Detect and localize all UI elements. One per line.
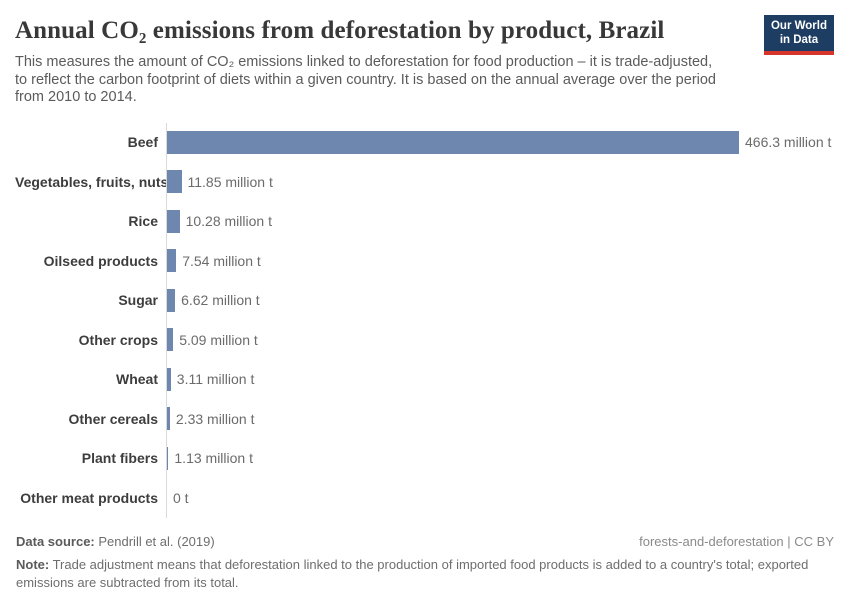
value-label: 2.33 million t: [175, 410, 255, 427]
bar-area: 466.3 million t: [166, 122, 835, 162]
chart-row: Other crops 5.09 million t: [15, 320, 835, 360]
value-label: 6.62 million t: [181, 292, 260, 309]
value-label: 466.3 million t: [745, 134, 832, 151]
data-source[interactable]: Data source: Pendrill et al. (2019): [16, 533, 215, 550]
value-label: 5.09 million t: [179, 331, 258, 348]
category-label: Plant fibers: [81, 450, 158, 467]
chart-row: Other cereals 2.33 million t: [15, 399, 835, 439]
bar-area: 2.33 million t: [166, 399, 835, 439]
source-row: Data source: Pendrill et al. (2019) fore…: [16, 533, 834, 550]
chart-title: Annual CO₂ emissions from deforestation …: [15, 17, 665, 44]
bar[interactable]: [167, 130, 739, 154]
owid-logo-line1: Our World: [770, 20, 827, 32]
chart-row: Sugar 6.62 million t: [15, 280, 835, 320]
chart-footer: Data source: Pendrill et al. (2019) fore…: [0, 533, 850, 592]
category-label: Other crops: [78, 331, 158, 348]
value-label: 10.28 million t: [185, 213, 272, 230]
note-row: Note: Trade adjustment means that defore…: [16, 556, 828, 592]
chart-row: Other meat products 0 t: [15, 478, 835, 518]
chart-row: Vegetables, fruits, nuts 11.85 million t: [15, 162, 835, 202]
data-source-text: Pendrill et al. (2019): [94, 533, 215, 549]
value-label: 11.85 million t: [187, 173, 273, 190]
category-label: Wheat: [116, 371, 158, 388]
chart-row: Wheat 3.11 million t: [15, 359, 835, 399]
category-label: Other meat products: [20, 489, 158, 506]
bar[interactable]: [167, 407, 170, 431]
bar[interactable]: [167, 446, 169, 470]
category-label: Oilseed products: [43, 252, 158, 269]
bar-area: 7.54 million t: [166, 241, 835, 281]
bar[interactable]: [167, 328, 174, 352]
bar[interactable]: [167, 249, 177, 273]
value-label: 1.13 million t: [174, 450, 253, 467]
category-label: Beef: [127, 134, 158, 151]
bar[interactable]: [167, 209, 180, 233]
value-label: 3.11 million t: [176, 371, 255, 388]
chart-row: Rice 10.28 million t: [15, 201, 835, 241]
owid-logo[interactable]: Our World in Data: [763, 15, 834, 55]
bar-area: 5.09 million t: [166, 320, 835, 360]
chart-row: Plant fibers 1.13 million t: [15, 438, 835, 478]
bar[interactable]: [167, 367, 171, 391]
bar-area: 6.62 million t: [166, 280, 835, 320]
bar-area: 1.13 million t: [166, 438, 835, 478]
data-source-label: Data source:: [16, 533, 95, 549]
bar[interactable]: [167, 288, 176, 312]
category-label: Sugar: [118, 292, 158, 309]
chart-row: Beef 466.3 million t: [15, 122, 835, 162]
value-label: 7.54 million t: [182, 252, 261, 269]
bar-chart: Beef 466.3 million t Vegetables, fruits, n…: [0, 122, 850, 518]
note-label: Note:: [16, 556, 50, 572]
bar[interactable]: [167, 170, 182, 194]
bar-area: 10.28 million t: [166, 201, 835, 241]
category-label: Rice: [128, 213, 158, 230]
value-label: 0 t: [173, 489, 189, 506]
category-label: Other cereals: [68, 410, 159, 427]
category-label: Vegetables, fruits, nuts: [15, 173, 169, 190]
bar-area: 11.85 million t: [166, 162, 835, 202]
chart-subtitle: This measures the amount of CO₂ emission…: [15, 54, 716, 105]
chart-row: Oilseed products 7.54 million t: [15, 241, 835, 281]
bar-area: 3.11 million t: [166, 359, 835, 399]
chart-header: Annual CO₂ emissions from deforestation …: [0, 0, 850, 107]
owid-logo-line2: in Data: [779, 33, 819, 46]
license-attribution[interactable]: forests-and-deforestation | CC BY: [639, 533, 834, 549]
note-text: Trade adjustment means that deforestatio…: [16, 556, 809, 590]
bar-area: 0 t: [166, 478, 835, 518]
